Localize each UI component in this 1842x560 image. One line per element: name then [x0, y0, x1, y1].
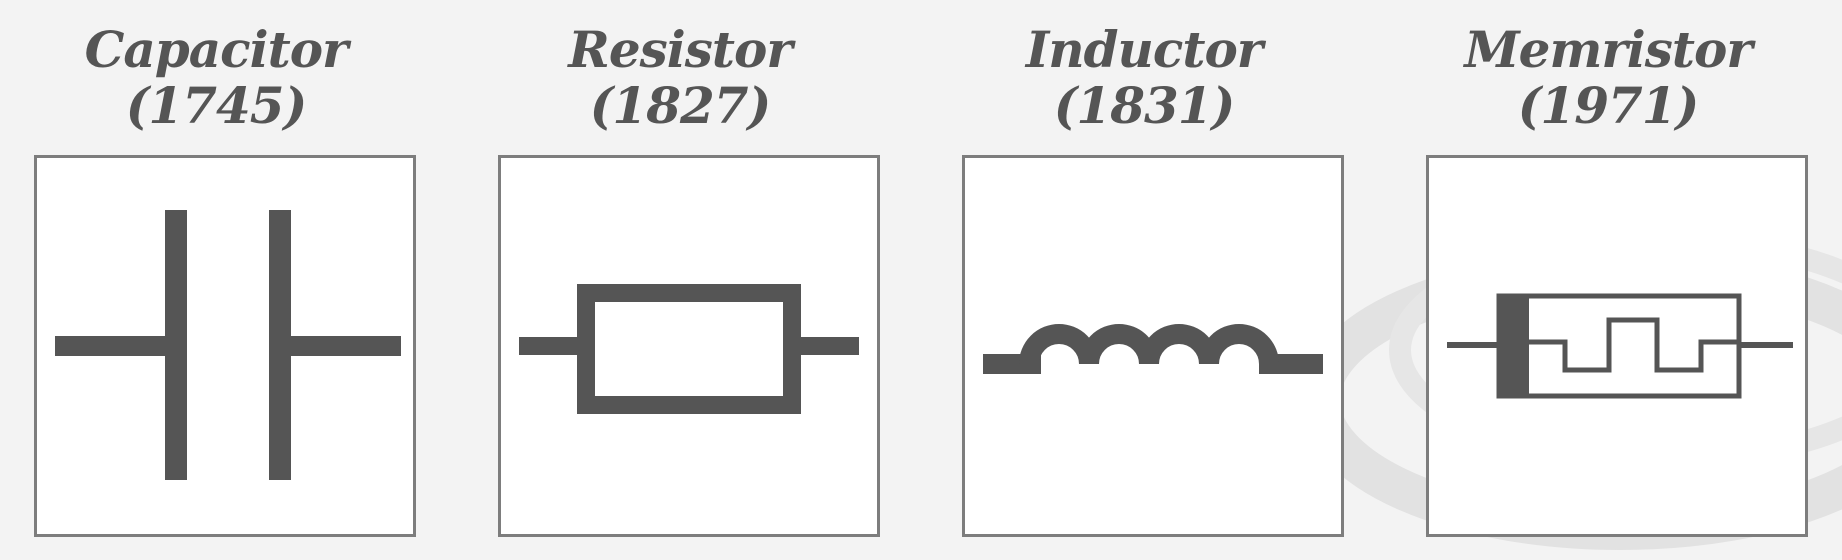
- memristor-year: (1971): [1517, 76, 1699, 135]
- memristor-panel: Memristor (1971): [1414, 22, 1808, 542]
- memristor-name: Memristor: [1464, 20, 1752, 79]
- memristor-title: Memristor (1971): [1414, 22, 1802, 134]
- resistor-name: Resistor: [568, 20, 792, 79]
- capacitor-symbol-box: [34, 155, 416, 537]
- inductor-symbol-icon: [983, 324, 1323, 374]
- memristor-symbol-box: [1426, 155, 1808, 537]
- capacitor-name: Capacitor: [84, 20, 349, 79]
- resistor-symbol-icon: [519, 284, 859, 414]
- memristor-symbol-icon: [1447, 293, 1793, 399]
- resistor-symbol-box: [498, 155, 880, 537]
- capacitor-title: Capacitor (1745): [22, 22, 410, 134]
- resistor-panel: Resistor (1827): [486, 22, 880, 542]
- inductor-year: (1831): [1053, 76, 1235, 135]
- inductor-name: Inductor: [1025, 20, 1263, 79]
- inductor-panel: Inductor (1831): [950, 22, 1344, 542]
- resistor-title: Resistor (1827): [486, 22, 874, 134]
- inductor-symbol-box: [962, 155, 1344, 537]
- capacitor-year: (1745): [125, 76, 307, 135]
- capacitor-symbol-icon: [55, 210, 401, 480]
- inductor-title: Inductor (1831): [950, 22, 1338, 134]
- resistor-year: (1827): [589, 76, 771, 135]
- capacitor-panel: Capacitor (1745): [22, 22, 416, 542]
